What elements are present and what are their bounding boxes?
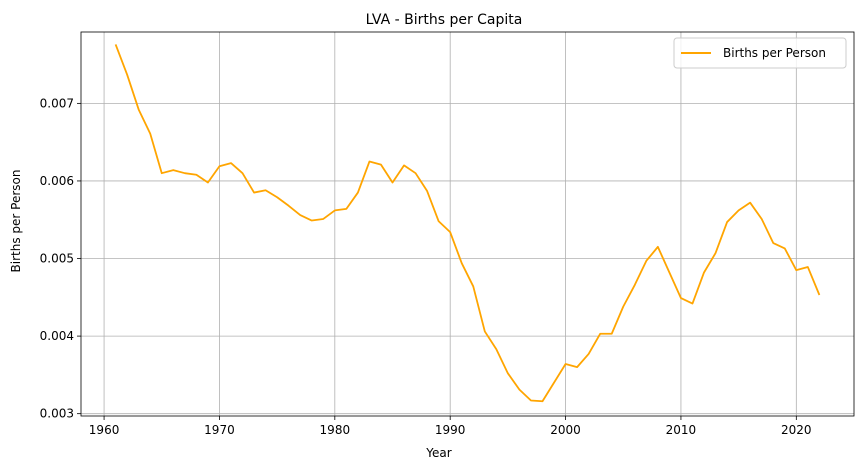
- x-tick-label: 2020: [781, 423, 812, 437]
- y-tick-label: 0.007: [40, 96, 74, 110]
- x-tick-label: 1990: [435, 423, 466, 437]
- y-tick-label: 0.005: [40, 252, 74, 266]
- axis-ticks: 1960 1970 1980 1990 2000 2010 2020 0.003 0.004 0.…: [40, 96, 812, 437]
- y-tick-label: 0.006: [40, 174, 74, 188]
- x-tick-label: 2010: [666, 423, 697, 437]
- y-axis-label: Births per Person: [9, 170, 23, 273]
- legend-label-births-per-person: Births per Person: [723, 46, 826, 60]
- x-tick-label: 1970: [204, 423, 235, 437]
- y-tick-label: 0.003: [40, 407, 74, 421]
- series-line-births-per-person: [114, 44, 821, 403]
- x-axis-label: Year: [425, 446, 451, 460]
- x-tick-label: 2000: [550, 423, 581, 437]
- x-tick-label: 1980: [320, 423, 351, 437]
- series-layer: [114, 44, 821, 403]
- x-tick-label: 1960: [89, 423, 120, 437]
- legend: Births per Person: [673, 37, 847, 69]
- legend-frame: [673, 37, 847, 69]
- y-tick-label: 0.004: [40, 329, 74, 343]
- chart-title: LVA - Births per Capita: [366, 12, 523, 28]
- plot-area-frame: [80, 31, 855, 417]
